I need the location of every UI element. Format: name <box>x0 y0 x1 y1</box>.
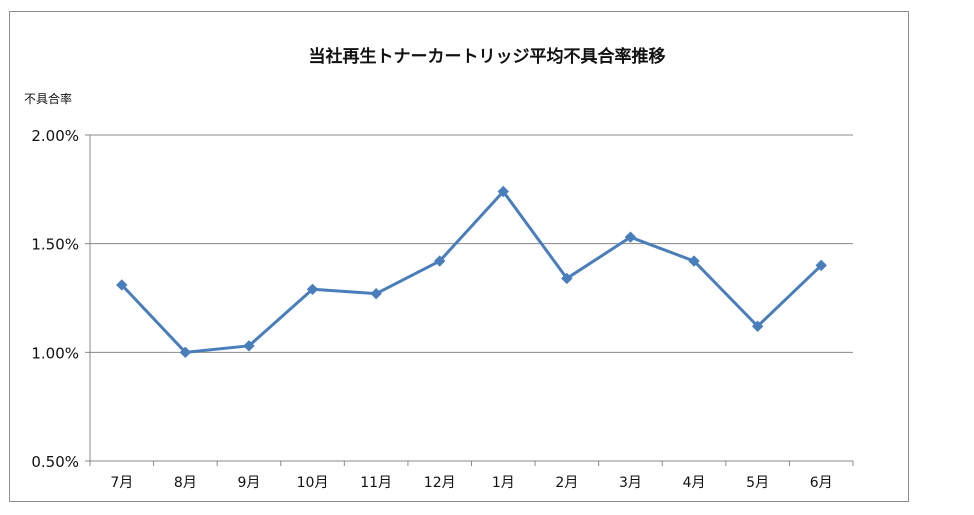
x-tick-label: 6月 <box>810 475 833 491</box>
data-point <box>688 255 700 267</box>
x-tick-label: 7月 <box>110 475 133 491</box>
chart-title: 当社再生トナーカートリッジ平均不具合率推移 <box>308 47 666 67</box>
data-point <box>306 283 319 296</box>
y-tick-label: 1.50% <box>31 236 79 254</box>
x-tick-label: 9月 <box>237 475 260 491</box>
x-tick-label: 11月 <box>360 475 392 491</box>
data-point <box>370 287 382 300</box>
x-tick-label: 4月 <box>683 475 706 491</box>
y-tick-label: 2.00% <box>31 127 79 145</box>
x-tick-label: 1月 <box>492 475 515 491</box>
data-point <box>497 185 509 198</box>
y-tick-label: 1.00% <box>31 344 79 362</box>
data-point <box>179 346 192 359</box>
series-line <box>120 190 823 354</box>
x-tick-label: 3月 <box>619 475 642 491</box>
x-tick-label: 10月 <box>297 475 329 491</box>
data-point <box>751 320 764 332</box>
x-tick-label: 8月 <box>174 475 197 491</box>
data-point <box>243 340 255 352</box>
data-point <box>561 272 573 285</box>
data-point <box>434 255 446 267</box>
x-tick-label: 2月 <box>555 475 578 491</box>
data-point <box>624 231 637 243</box>
x-tick-label: 5月 <box>746 475 769 491</box>
y-tick-label: 0.50% <box>31 453 79 471</box>
data-point <box>815 259 827 272</box>
data-point <box>116 279 128 291</box>
x-tick-label: 12月 <box>424 475 456 491</box>
chart-frame <box>9 11 909 502</box>
y-axis-title: 不具合率 <box>24 92 73 106</box>
